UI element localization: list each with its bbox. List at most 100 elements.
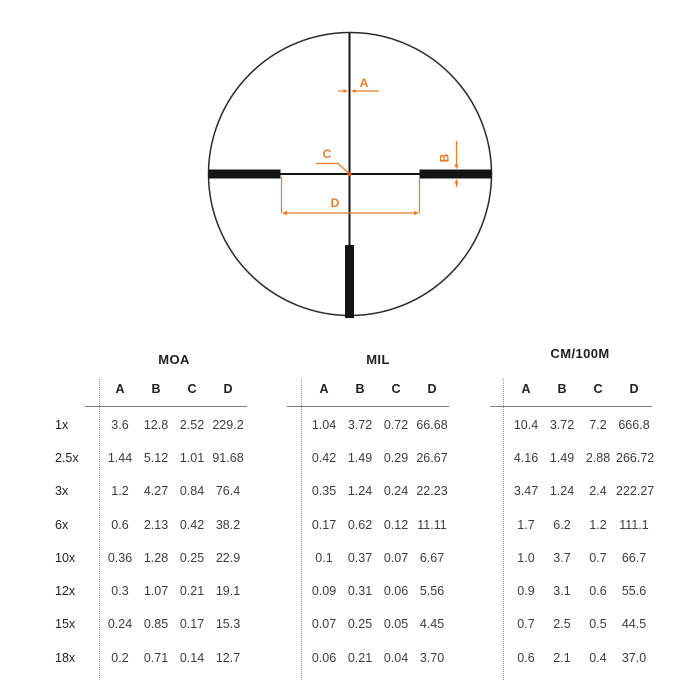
table-row: 0.42 1.49 0.29 26.67 bbox=[306, 441, 450, 474]
table-cell: 22.23 bbox=[416, 484, 448, 499]
table-cell: 2.1 bbox=[553, 650, 571, 665]
dimension-a-label: A bbox=[360, 76, 369, 90]
table-cell: 76.4 bbox=[215, 484, 241, 499]
table-cell: 4.27 bbox=[143, 484, 169, 499]
table-cell: 37.0 bbox=[621, 650, 647, 665]
table-cell: 15.3 bbox=[215, 617, 241, 632]
cm100m-column-headers: A B C D bbox=[508, 382, 652, 396]
table-row: 4.16 1.49 2.88 266.72 bbox=[508, 441, 654, 474]
table-cell: 0.6 bbox=[111, 517, 129, 532]
table-cell: 0.12 bbox=[383, 517, 409, 532]
reticle-bottom-thick-post bbox=[345, 245, 354, 318]
table-row: 1.7 6.2 1.2 111.1 bbox=[508, 508, 652, 541]
table-cell: 0.35 bbox=[311, 484, 337, 499]
table-row: 1.0 3.7 0.7 66.7 bbox=[508, 541, 652, 574]
table-row: 0.09 0.31 0.06 5.56 bbox=[306, 574, 450, 607]
table-cell: 1.04 bbox=[311, 417, 337, 432]
reticle-right-thick-bar bbox=[419, 169, 492, 179]
table-cell: 1.24 bbox=[347, 484, 373, 499]
table-cell: 2.5 bbox=[553, 617, 571, 632]
table-cell: 11.11 bbox=[417, 517, 447, 532]
reticle-diagram: A B C D bbox=[207, 31, 493, 318]
table-row: 0.3 1.07 0.21 19.1 bbox=[102, 574, 246, 607]
table-cell: 0.21 bbox=[179, 584, 205, 599]
table-cell: 0.06 bbox=[311, 650, 337, 665]
table-cell: 66.7 bbox=[621, 550, 647, 565]
table-cell: 0.42 bbox=[179, 517, 205, 532]
magnification-label: 18x bbox=[55, 650, 76, 665]
table-cell: 1.2 bbox=[589, 517, 607, 532]
table-cell: 2.4 bbox=[589, 484, 607, 499]
table-cell: 1.07 bbox=[143, 584, 169, 599]
table-cell: 1.0 bbox=[517, 550, 535, 565]
table-cell: 5.12 bbox=[143, 450, 169, 465]
dimension-c: C bbox=[316, 147, 352, 177]
table-cell: 1.44 bbox=[107, 450, 133, 465]
table-row: 3.47 1.24 2.4 222.27 bbox=[508, 475, 654, 508]
column-header: B bbox=[151, 382, 161, 396]
table-cell: 4.45 bbox=[419, 617, 445, 632]
table-row: 3.6 12.8 2.52 229.2 bbox=[102, 408, 246, 441]
moa-column-headers: A B C D bbox=[102, 382, 246, 396]
moa-table-body: 3.6 12.8 2.52 229.2 1.44 5.12 1.01 91.68 1.2 4.27… bbox=[102, 408, 246, 674]
table-cell: 0.21 bbox=[347, 650, 373, 665]
magnification-label: 12x bbox=[55, 584, 76, 599]
table-cell: 66.68 bbox=[416, 417, 448, 432]
table-cell: 0.37 bbox=[347, 550, 373, 565]
table-cell: 0.05 bbox=[383, 617, 409, 632]
table-cell: 0.2 bbox=[111, 650, 129, 665]
table-cell: 0.71 bbox=[143, 650, 169, 665]
moa-header-rule bbox=[85, 406, 247, 407]
table-cell: 44.5 bbox=[621, 617, 647, 632]
table-cell: 3.47 bbox=[513, 484, 539, 499]
column-header: B bbox=[355, 382, 365, 396]
table-row: 0.6 2.1 0.4 37.0 bbox=[508, 641, 652, 674]
magnification-label: 6x bbox=[55, 517, 69, 532]
table-row: 0.07 0.25 0.05 4.45 bbox=[306, 608, 450, 641]
table-cell: 2.13 bbox=[143, 517, 169, 532]
table-row: 0.35 1.24 0.24 22.23 bbox=[306, 475, 450, 508]
table-cell: 0.42 bbox=[311, 450, 337, 465]
magnification-label: 1x bbox=[55, 417, 69, 432]
table-cell: 0.25 bbox=[179, 550, 205, 565]
column-header: D bbox=[223, 382, 233, 396]
table-row: 0.6 2.13 0.42 38.2 bbox=[102, 508, 246, 541]
table-cell: 10.4 bbox=[513, 417, 539, 432]
table-cell: 22.9 bbox=[215, 550, 241, 565]
table-cell: 1.28 bbox=[143, 550, 169, 565]
table-cell: 1.2 bbox=[111, 484, 129, 499]
table-cell: 0.07 bbox=[383, 550, 409, 565]
moa-table-title: MOA bbox=[158, 352, 190, 367]
table-row: 10.4 3.72 7.2 666.8 bbox=[508, 408, 652, 441]
table-cell: 0.17 bbox=[179, 617, 205, 632]
table-cell: 3.72 bbox=[549, 417, 575, 432]
table-row: 0.7 2.5 0.5 44.5 bbox=[508, 608, 652, 641]
table-cell: 3.72 bbox=[347, 417, 373, 432]
table-cell: 0.31 bbox=[347, 584, 373, 599]
mil-header-rule bbox=[287, 406, 449, 407]
table-row: 1.44 5.12 1.01 91.68 bbox=[102, 441, 246, 474]
table-cell: 0.5 bbox=[589, 617, 607, 632]
table-cell: 7.2 bbox=[589, 417, 607, 432]
table-cell: 2.52 bbox=[179, 417, 205, 432]
table-cell: 12.8 bbox=[143, 417, 169, 432]
table-row: 1.04 3.72 0.72 66.68 bbox=[306, 408, 450, 441]
table-cell: 0.4 bbox=[589, 650, 607, 665]
column-header: D bbox=[427, 382, 437, 396]
table-cell: 3.1 bbox=[553, 584, 571, 599]
table-cell: 1.24 bbox=[549, 484, 575, 499]
table-cell: 229.2 bbox=[212, 417, 244, 432]
magnification-label: 10x bbox=[55, 550, 76, 565]
mil-column-headers: A B C D bbox=[306, 382, 450, 396]
dimension-a: A bbox=[338, 76, 379, 93]
magnification-labels-column: 1x 2.5x 3x 6x 10x 12x 15x 18x bbox=[55, 408, 79, 674]
table-cell: 26.67 bbox=[416, 450, 448, 465]
dimension-d: D bbox=[280, 177, 421, 216]
table-cell: 111.1 bbox=[619, 517, 649, 532]
table-cell: 6.67 bbox=[419, 550, 445, 565]
table-cell: 3.6 bbox=[111, 417, 129, 432]
table-cell: 1.49 bbox=[347, 450, 373, 465]
table-cell: 666.8 bbox=[618, 417, 650, 432]
table-cell: 0.25 bbox=[347, 617, 373, 632]
